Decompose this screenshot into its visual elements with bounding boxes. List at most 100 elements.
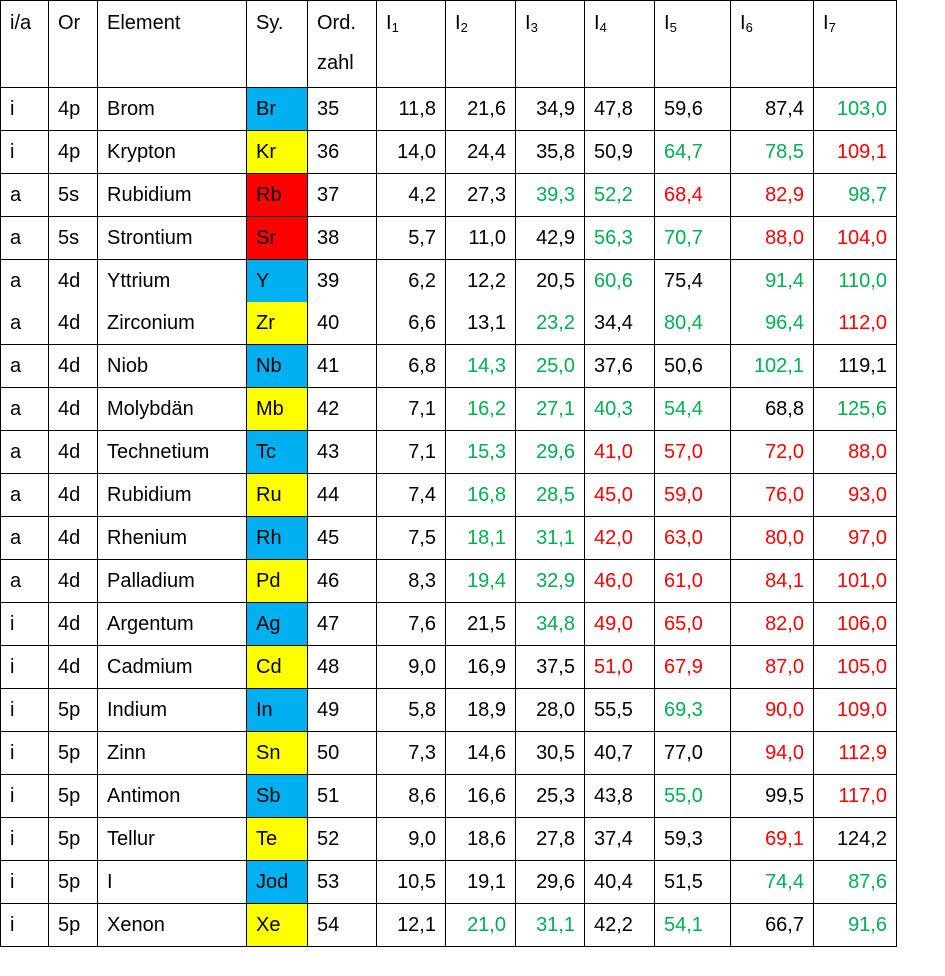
cell-ionization-5: 65,0 (654, 602, 731, 646)
header-subscript: 2 (460, 20, 468, 35)
cell-atomic-number: 51 (307, 774, 377, 818)
cell-ionization-3: 29,6 (515, 860, 585, 904)
cell-atomic-number: 42 (307, 387, 377, 431)
cell-ia: a (0, 173, 49, 217)
cell-ionization-2: 19,1 (445, 860, 516, 904)
cell-ionization-2: 12,2 (445, 259, 516, 302)
cell-ia: a (0, 259, 49, 302)
cell-ia: i (0, 688, 49, 732)
header-subscript: 3 (530, 20, 538, 35)
header-ionization-2: I2 (445, 0, 516, 88)
header-subscript: 4 (599, 20, 607, 35)
cell-orbital: 5p (48, 774, 98, 818)
cell-element: Technetium (97, 430, 247, 474)
header-label: I (525, 12, 531, 34)
cell-atomic-number: 44 (307, 473, 377, 517)
cell-ia: a (0, 473, 49, 517)
cell-atomic-number: 50 (307, 731, 377, 775)
cell-ionization-5: 50,6 (654, 344, 731, 388)
cell-ionization-7: 112,9 (813, 731, 897, 775)
table-row: i 5p Antimon Sb 51 8,6 16,6 25,3 43,8 55,0 99,5 117… (0, 774, 897, 818)
cell-orbital: 4d (48, 302, 98, 345)
cell-atomic-number: 37 (307, 173, 377, 217)
header-label: I (455, 12, 461, 34)
header-ionization-7: I7 (813, 0, 897, 88)
cell-ionization-7: 97,0 (813, 516, 897, 560)
cell-ionization-2: 13,1 (445, 302, 516, 345)
table-row: i 5p I Jod 53 10,5 19,1 29,6 40,4 51,5 74,4 87,6 (0, 860, 897, 904)
header-ionization-6: I6 (730, 0, 814, 88)
cell-ionization-1: 6,8 (376, 344, 446, 388)
table-row: a 5s Strontium Sr 38 5,7 11,0 42,9 56,3 70,7 88,0 1… (0, 216, 897, 260)
header-symbol: Sy. (246, 0, 308, 88)
table-row: i 5p Indium In 49 5,8 18,9 28,0 55,5 69,3 90,0 109,… (0, 688, 897, 732)
cell-ionization-4: 45,0 (584, 473, 655, 517)
cell-ionization-4: 42,0 (584, 516, 655, 560)
cell-orbital: 5p (48, 860, 98, 904)
cell-symbol: Kr (246, 130, 308, 174)
cell-ionization-5: 54,1 (654, 903, 731, 947)
cell-ia: a (0, 387, 49, 431)
cell-ionization-6: 82,9 (730, 173, 814, 217)
cell-element: Brom (97, 87, 247, 131)
cell-element: Zirconium (97, 302, 247, 345)
cell-ionization-6: 82,0 (730, 602, 814, 646)
cell-atomic-number: 36 (307, 130, 377, 174)
cell-element: Rhenium (97, 516, 247, 560)
header-orbital: Or (48, 0, 98, 88)
cell-ionization-7: 109,0 (813, 688, 897, 732)
cell-ionization-1: 10,5 (376, 860, 446, 904)
header-label: I (386, 12, 392, 34)
cell-orbital: 5s (48, 216, 98, 260)
ionization-energy-table: i/a Or Element Sy. Ord. zahl I1 I2 I3 I4 I5 I6… (0, 0, 897, 947)
table-row: a 4d Palladium Pd 46 8,3 19,4 32,9 46,0 61,0 84,1 1… (0, 559, 897, 603)
cell-ionization-4: 40,4 (584, 860, 655, 904)
cell-ionization-6: 66,7 (730, 903, 814, 947)
cell-ionization-7: 112,0 (813, 302, 897, 345)
cell-element: Niob (97, 344, 247, 388)
cell-atomic-number: 45 (307, 516, 377, 560)
cell-orbital: 4d (48, 344, 98, 388)
cell-orbital: 4d (48, 387, 98, 431)
cell-symbol: Zr (246, 302, 308, 345)
table-row: a 5s Rubidium Rb 37 4,2 27,3 39,3 52,2 68,4 82,9 98… (0, 173, 897, 217)
cell-ionization-3: 20,5 (515, 259, 585, 302)
cell-ionization-5: 57,0 (654, 430, 731, 474)
cell-element: Yttrium (97, 259, 247, 302)
cell-ionization-5: 59,0 (654, 473, 731, 517)
cell-orbital: 5p (48, 903, 98, 947)
cell-element: Tellur (97, 817, 247, 861)
cell-ia: a (0, 302, 49, 345)
header-ionization-3: I3 (515, 0, 585, 88)
cell-element: Xenon (97, 903, 247, 947)
cell-ionization-1: 4,2 (376, 173, 446, 217)
cell-ionization-4: 56,3 (584, 216, 655, 260)
cell-ionization-2: 21,6 (445, 87, 516, 131)
cell-ia: i (0, 602, 49, 646)
cell-ionization-5: 70,7 (654, 216, 731, 260)
cell-ionization-3: 39,3 (515, 173, 585, 217)
cell-ionization-4: 46,0 (584, 559, 655, 603)
cell-ionization-3: 31,1 (515, 903, 585, 947)
cell-ionization-4: 55,5 (584, 688, 655, 732)
cell-ionization-7: 110,0 (813, 259, 897, 302)
cell-atomic-number: 52 (307, 817, 377, 861)
cell-ionization-2: 27,3 (445, 173, 516, 217)
cell-symbol: In (246, 688, 308, 732)
cell-ia: a (0, 430, 49, 474)
cell-symbol: Jod (246, 860, 308, 904)
cell-ionization-1: 8,6 (376, 774, 446, 818)
cell-ionization-4: 50,9 (584, 130, 655, 174)
cell-symbol: Br (246, 87, 308, 131)
cell-ionization-4: 40,7 (584, 731, 655, 775)
cell-ionization-4: 47,8 (584, 87, 655, 131)
cell-ionization-3: 42,9 (515, 216, 585, 260)
cell-ionization-5: 80,4 (654, 302, 731, 345)
table-row: a 4d Technetium Tc 43 7,1 15,3 29,6 41,0 57,0 72,0… (0, 430, 897, 474)
header-subscript: 5 (669, 20, 677, 35)
cell-orbital: 5s (48, 173, 98, 217)
cell-ionization-6: 88,0 (730, 216, 814, 260)
cell-ionization-7: 98,7 (813, 173, 897, 217)
cell-ionization-3: 30,5 (515, 731, 585, 775)
cell-element: Palladium (97, 559, 247, 603)
